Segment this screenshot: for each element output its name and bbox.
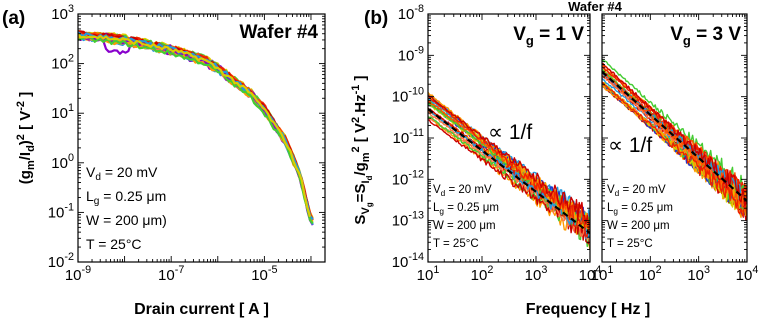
y-tick-label: 101 [51, 102, 74, 122]
data-series-line [602, 81, 747, 220]
x-tick-label: 104 [736, 264, 759, 284]
y-tick-label: 10-8 [398, 3, 424, 23]
y-tick-label: 10-1 [48, 201, 74, 221]
vg-label: Vg = 3 V [670, 24, 741, 48]
x-tick-label: 102 [639, 264, 662, 284]
x-axis-label-a: Drain current [ A ] [134, 301, 269, 318]
y-tick-label: 10-9 [398, 44, 424, 64]
x-tick-label: 103 [687, 264, 710, 284]
condition-text-a: Vd = 20 mV [86, 164, 158, 183]
y-tick-label: 103 [51, 3, 74, 23]
y-axis-label-b: SVg=SId/gm2 [ V2.Hz-1 ] [350, 75, 374, 224]
y-tick-label: 10-10 [392, 86, 424, 106]
data-series-line [428, 116, 590, 250]
condition-text-b: T = 25°C [607, 238, 653, 250]
x-axis-label-b: Frequency [ Hz ] [526, 301, 650, 318]
series-group [428, 91, 590, 250]
condition-text-b: W = 200 μm [433, 220, 496, 232]
x-tick-label: 10-9 [65, 264, 91, 284]
x-tick-label: 103 [525, 264, 548, 284]
y-tick-label: 10-2 [48, 251, 74, 271]
x-tick-label: 10-7 [158, 264, 184, 284]
x-tick-label: 10-5 [251, 264, 277, 284]
y-tick-label: 10-12 [392, 168, 424, 188]
data-series-line [428, 95, 590, 238]
y-axis-label-a: (gm/Id)2 [ V-2 ] [15, 92, 37, 184]
fit-annotation: ∝ 1/f [488, 121, 532, 144]
condition-text-b: W = 200 μm [607, 220, 670, 232]
fit-line-1-over-f [428, 108, 590, 234]
vg-label: Vg = 1 V [513, 24, 584, 48]
condition-text-b: Vd = 20 mV [433, 184, 492, 198]
data-series-line [78, 32, 312, 218]
condition-text-a: Lg = 0.25 μm [86, 188, 166, 207]
condition-text-a: T = 25°C [86, 236, 142, 252]
series-group [602, 58, 747, 221]
data-series-line [428, 94, 590, 225]
wafer-title-a: Wafer #4 [240, 22, 319, 43]
x-tick-label: 102 [471, 264, 494, 284]
x-tick-label: 101 [417, 264, 440, 284]
y-tick-label: 10-13 [392, 210, 424, 230]
condition-text-b: Lg = 0.25 μm [607, 202, 673, 216]
data-series-line [602, 62, 747, 207]
condition-text-b: Vd = 20 mV [607, 184, 666, 198]
y-tick-label: 10-11 [393, 127, 425, 147]
panel-a: 10-9 10-7 10-5 10-2 10-1 100 101 102 103 (a) Wafer… [2, 3, 326, 318]
x-tick-label: 104 [579, 264, 602, 284]
condition-text-b: Lg = 0.25 μm [433, 202, 499, 216]
series-group [78, 29, 314, 226]
panel-label-a: (a) [2, 8, 25, 29]
fit-annotation: ∝ 1/f [608, 134, 652, 157]
y-tick-label: 10-14 [392, 251, 424, 271]
plot-frame [77, 13, 326, 263]
data-series-line [78, 35, 314, 225]
y-tick-label: 100 [51, 152, 74, 172]
condition-text-a: W = 200 μm) [86, 212, 167, 228]
wafer-title-b: Wafer #4 [568, 0, 622, 14]
condition-text-b: T = 25°C [433, 238, 479, 250]
x-tick-label: 101 [591, 264, 614, 284]
y-tick-label: 102 [51, 53, 74, 73]
panel-b: 101 102 103 104 10-14 10-13 10-12 10-11 10-10 10-… [350, 0, 758, 318]
panel-label-b: (b) [364, 8, 388, 29]
fit-line-1-over-f [602, 70, 747, 202]
